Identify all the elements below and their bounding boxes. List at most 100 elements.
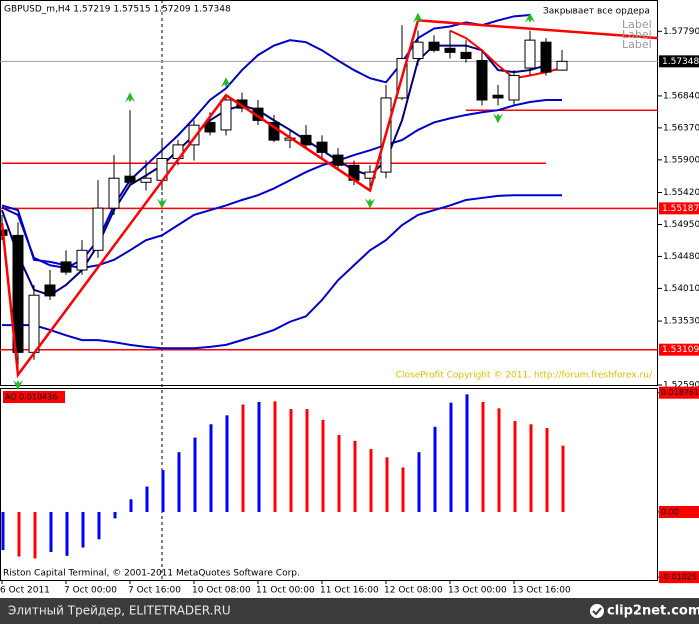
footer-bar (0, 598, 699, 624)
x-tick-label: 10 Oct 08:00 (192, 586, 251, 596)
indicator-line (449, 29, 563, 80)
fractal-arrow (157, 198, 167, 209)
y-tick-label: 0.00 (661, 507, 679, 516)
y-tick-label: 1.52590 (663, 381, 699, 391)
candle-body (236, 99, 248, 109)
x-tick-label: 7 Oct 16:00 (128, 586, 181, 596)
y-tick-label: 0.018761 (661, 388, 699, 397)
level-label: 1.55187 (662, 204, 699, 214)
indicator-title: AO 0.010436 (5, 393, 57, 402)
histogram-bar (209, 424, 213, 512)
histogram-bar (97, 511, 101, 540)
fractal-arrow (413, 12, 423, 23)
candle-body (28, 294, 40, 353)
indicator-line (1, 98, 562, 270)
candle-body (12, 234, 24, 353)
y-tick-label: 1.55900 (663, 155, 699, 165)
y-tick-box (659, 386, 699, 399)
candle-body (108, 177, 120, 209)
candle-body (188, 124, 200, 146)
histogram-bar (161, 470, 165, 512)
histogram-bar (513, 421, 517, 512)
object-label: Label (622, 38, 652, 51)
histogram-bar (49, 511, 53, 553)
zigzag (0, 20, 420, 379)
object-label: Label (622, 18, 652, 31)
candle-body (44, 284, 56, 297)
histogram-bar (481, 401, 485, 512)
histogram-bar (401, 467, 405, 512)
histogram-bar (129, 499, 133, 512)
candle-body (524, 39, 536, 69)
current-price-box (659, 55, 699, 68)
candle-body (204, 121, 216, 133)
histogram-bar (449, 402, 453, 512)
x-tick-label: 12 Oct 08:00 (384, 586, 443, 596)
y-tick-label: 1.56370 (663, 123, 699, 133)
histogram-bar (305, 408, 309, 512)
main-panel-frame (0, 0, 658, 386)
fractal-arrow (525, 12, 535, 23)
y-tick-label: -0.01025 (661, 573, 697, 582)
candle-body (60, 261, 72, 273)
histogram-bar (17, 511, 21, 557)
candle-body (428, 41, 440, 51)
histogram-bar (561, 445, 565, 512)
candle-body (460, 51, 472, 59)
expert-comment: Закрывает все ордера (543, 7, 650, 17)
histogram-bar (497, 408, 501, 512)
histogram-bar (337, 435, 341, 512)
x-tick-label: 13 Oct 16:00 (512, 586, 571, 596)
terminal-copyright: Riston Capital Terminal, © 2001-2011 Met… (3, 569, 300, 579)
histogram-bar (177, 452, 181, 512)
candle-body (476, 60, 488, 101)
y-tick-box (659, 571, 699, 584)
candle-body (124, 175, 136, 183)
y-tick-box (659, 505, 699, 518)
histogram-bar (241, 404, 245, 512)
candle-body (508, 75, 520, 101)
indicator-line (1, 13, 531, 270)
indicator-panel-frame (0, 388, 658, 581)
level-label-box (659, 343, 699, 356)
fractal-arrow (125, 92, 135, 103)
candle-body (92, 207, 104, 251)
symbol-header: GBPUSD_m,H4 1.57219 1.57515 1.57209 1.57… (4, 5, 231, 15)
histogram-bar (417, 452, 421, 512)
histogram-bar (353, 440, 357, 512)
indicator-line (2, 194, 562, 350)
histogram-bar (65, 511, 69, 556)
current-price-label: 1.57348 (662, 57, 699, 67)
object-label: Label (622, 28, 652, 41)
plot-layer: 1.57790 1.56840 1.56370 1.55900 1.55420 1.549… (0, 12, 699, 596)
histogram-bar (321, 419, 325, 512)
candle-body (444, 47, 456, 53)
y-tick-label: 1.54950 (663, 220, 699, 230)
histogram-bar (1, 511, 5, 551)
histogram-bar (385, 457, 389, 512)
candle-body (556, 60, 568, 71)
histogram-bar (81, 511, 85, 548)
candle-body (300, 134, 312, 146)
indicator-title-box (3, 391, 65, 403)
x-tick-label: 11 Oct 00:00 (256, 586, 315, 596)
expert-copyright: CloseProfit Copyright © 2011, http://for… (396, 371, 653, 381)
histogram-bar (225, 415, 229, 512)
candle-body (412, 41, 424, 59)
candle-body (332, 154, 344, 166)
level-label-box (659, 202, 699, 215)
fractal-arrow (365, 198, 375, 209)
footer-site: Элитный Трейдер, ELITETRADER.RU (8, 604, 231, 618)
candle-body (540, 41, 552, 73)
y-tick-label: 1.54010 (663, 284, 699, 294)
candle-body (316, 141, 328, 153)
level-label: 1.53109 (662, 345, 699, 355)
clip2net-icon (590, 604, 604, 618)
y-tick-label: 1.54480 (663, 252, 699, 262)
candle-body (76, 249, 88, 271)
trendline (417, 19, 659, 40)
histogram-bar (529, 424, 533, 512)
histogram-bar (113, 511, 117, 519)
